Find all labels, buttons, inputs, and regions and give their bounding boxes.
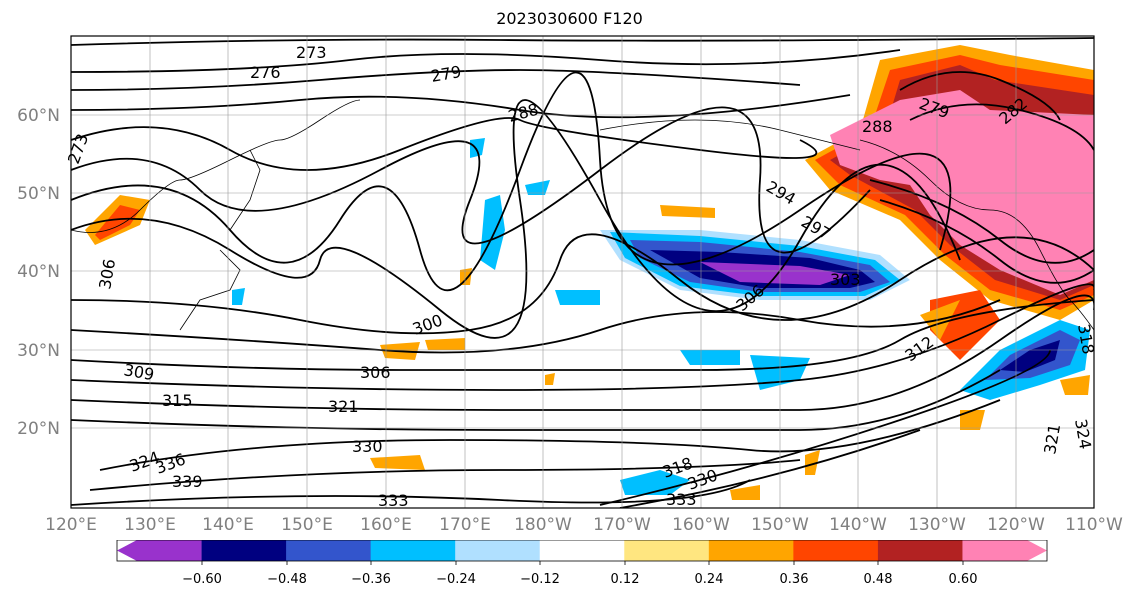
colorbar-segment (708, 540, 794, 561)
colorbar-frame (116, 540, 1048, 562)
contour-label: 276 (250, 63, 281, 82)
colorbar-tick-label: −0.60 (182, 572, 222, 587)
colorbar-tick-label: 0.60 (949, 572, 978, 587)
shade-patch-orange4 (370, 455, 425, 470)
shade-japan-red (95, 205, 140, 240)
colorbar-segment (117, 540, 202, 561)
contour-label: 315 (162, 391, 193, 410)
contour-label: 321 (328, 397, 359, 416)
shade-patch-orange5 (730, 485, 760, 500)
shade-patch-orange6 (960, 410, 985, 430)
lon-labels: 120°E 130°E 140°E 150°E 160°E 170°E 180°… (45, 515, 1123, 535)
contour-label: 306 (360, 363, 391, 382)
shade-neg-purple (700, 262, 850, 285)
shade-alaska-pink (830, 90, 1094, 295)
colorbar-segments (117, 540, 1047, 561)
colorbar-tick-label: −0.48 (267, 572, 307, 587)
shading-layer (71, 36, 1094, 508)
shade-patch-orange3 (425, 338, 465, 350)
contour-label: 339 (172, 472, 203, 491)
colorbar-tick-label: −0.12 (520, 572, 560, 587)
shade-patch-cyan4 (680, 350, 740, 365)
colorbar-tick-label: −0.36 (351, 572, 391, 587)
colorbar-tick-label: 0.24 (695, 572, 724, 587)
shade-patch-cyan7 (232, 288, 245, 305)
colorbar-segment (370, 540, 456, 561)
map-title: 2023030600 F120 (496, 9, 643, 28)
colorbar-tick-labels: −0.60 −0.48 −0.36 −0.24 −0.12 0.12 0.24 … (182, 572, 977, 587)
lat-labels: 60°N 50°N 40°N 30°N 20°N (17, 106, 60, 439)
contour-label: 303 (830, 270, 861, 289)
coastlines (71, 99, 1094, 331)
colorbar-tick-label: 0.48 (864, 572, 893, 587)
shade-nwpac-cyan (480, 195, 505, 270)
map-frame (70, 35, 1095, 509)
shade-patch-cyan8 (470, 138, 485, 158)
colorbar-segment (286, 540, 372, 561)
colorbar-segment (539, 540, 625, 561)
lon-label: 170°E (439, 515, 491, 535)
lon-label: 180°W (514, 515, 572, 535)
lon-label: 130°W (908, 515, 966, 535)
shade-patch-orange7 (1060, 375, 1090, 395)
shade-patch-cyan3 (555, 290, 600, 305)
colorbar-segment (201, 540, 287, 561)
contour-label: 333 (378, 491, 409, 510)
shade-patch-cyan6 (620, 470, 690, 495)
contour-label: 333 (666, 490, 697, 509)
lon-label: 160°E (360, 515, 412, 535)
lat-label: 20°N (17, 419, 60, 439)
lat-label: 40°N (17, 262, 60, 282)
colorbar-segment (962, 540, 1047, 561)
lat-label: 50°N (17, 184, 60, 204)
lon-label: 150°E (281, 515, 333, 535)
contour-label: 288 (862, 117, 893, 136)
colorbar-segment (877, 540, 963, 561)
lon-label: 130°E (124, 515, 176, 535)
lon-label: 170°W (593, 515, 651, 535)
colorbar-ticks (201, 561, 964, 565)
lon-label: 120°E (45, 515, 97, 535)
colorbar-segment (624, 540, 710, 561)
contour-label: 273 (296, 43, 327, 62)
lon-label: 150°W (751, 515, 809, 535)
shade-patch-orange10 (545, 373, 555, 385)
lat-label: 60°N (17, 106, 60, 126)
colorbar-tick-label: 0.12 (611, 572, 640, 587)
contour-label: 330 (352, 437, 383, 456)
shade-nwpac-cyan2 (525, 180, 550, 195)
map-panel: 273 276 279 288 273 306 294 297 303 306 … (17, 35, 1123, 535)
lon-label: 110°W (1065, 515, 1123, 535)
colorbar: −0.60 −0.48 −0.36 −0.24 −0.12 0.12 0.24 … (116, 540, 1048, 587)
colorbar-segment (455, 540, 541, 561)
graticule (71, 36, 1094, 508)
shade-patch-orange9 (805, 450, 820, 475)
lon-label: 160°W (672, 515, 730, 535)
shade-se-navy (1000, 340, 1060, 372)
colorbar-segment (793, 540, 879, 561)
lon-label: 140°E (202, 515, 254, 535)
shade-patch-orange8 (460, 268, 472, 285)
lat-label: 30°N (17, 341, 60, 361)
lon-label: 140°W (829, 515, 887, 535)
colorbar-tick-label: 0.36 (780, 572, 809, 587)
colorbar-tick-label: −0.24 (436, 572, 476, 587)
lon-label: 120°W (987, 515, 1045, 535)
